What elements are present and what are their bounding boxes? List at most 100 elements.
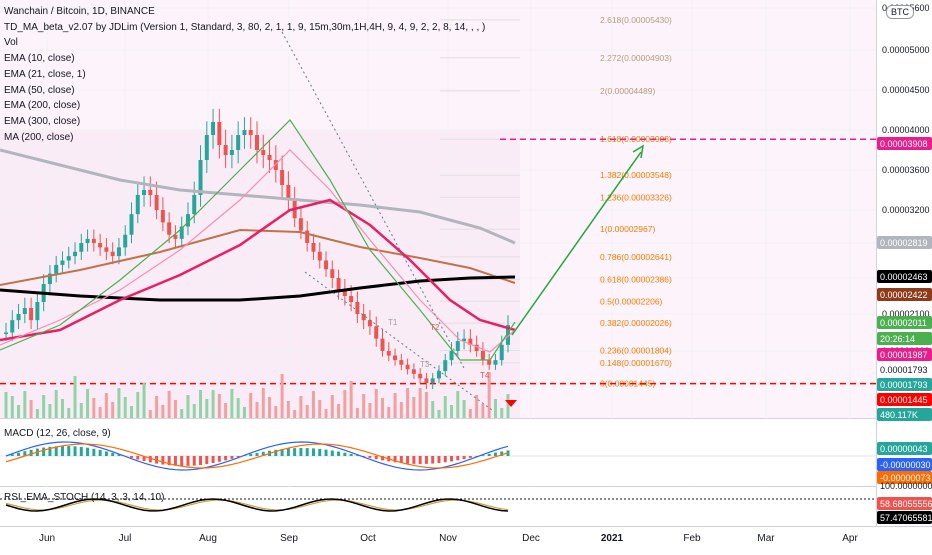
macd-histogram-bar [30,450,33,456]
volume-bar [412,397,415,418]
legend-symbol[interactable]: Wanchain / Bitcoin, 1D, BINANCE [4,4,485,20]
macd-histogram-bar [437,456,440,463]
macd-histogram-bar [180,456,183,466]
fib-label: 1(0.00002967) [600,224,655,234]
legend-td-ma[interactable]: TD_MA_beta_v2.07 by JDLim (Version 1, St… [4,20,485,36]
candle-body [443,360,447,371]
macd-histogram-bar [488,454,491,456]
main-legend: Wanchain / Bitcoin, 1D, BINANCE TD_MA_be… [4,4,485,145]
price-label: 480.117K [877,408,932,421]
price-label: 0.00001793 [877,378,932,391]
macd-histogram-bar [205,456,208,464]
candle-body [481,351,485,360]
volume-bar [249,393,252,418]
macd-histogram-bar [444,456,447,462]
volume-bar [199,390,202,418]
currency-badge[interactable]: BTC [886,5,914,19]
stoch-legend[interactable]: RSI_EMA_STOCH (14, 3, 3, 14, 10) [4,492,164,503]
svg-text:58.68055556: 58.68055556 [880,499,932,509]
fib-label: 0.148(0.00001670) [600,358,672,368]
candle-body [280,170,284,185]
candle-body [268,155,272,160]
x-tick-label: Dec [522,533,540,544]
stoch-tick-label: 100.00000000 [880,481,932,491]
macd-price-label: -0.00000030 [877,458,932,471]
volume-bar [168,391,171,418]
volume-bar [481,404,484,418]
y-tick-label: 0.00003200 [882,205,930,215]
x-tick-label: Aug [199,533,217,544]
x-tick-label: Jun [39,533,55,544]
candle-body [54,265,58,274]
macd-histogram-bar [193,456,196,466]
candle-body [136,195,140,214]
legend-ema10[interactable]: EMA (10, close) [4,51,485,67]
x-tick-label: Sep [280,533,298,544]
macd-histogram-bar [306,448,309,456]
candle-body [73,252,77,256]
legend-ema300[interactable]: EMA (300, close) [4,114,485,130]
price-label: 0.00002463 [877,270,932,283]
macd-histogram-bar [325,450,328,456]
candle-body [324,261,328,270]
fib-label: 2.272(0.00004903) [600,53,672,63]
candle-body [17,314,21,320]
volume-bar [243,407,246,418]
candle-body [337,278,341,290]
macd-histogram-bar [318,449,321,456]
candle-body [487,360,491,365]
volume-bar [325,409,328,418]
legend-ma200[interactable]: MA (200, close) [4,130,485,146]
volume-bar [268,397,271,418]
macd-histogram-bar [368,456,371,458]
legend-ema21[interactable]: EMA (21, close, 1) [4,67,485,83]
volume-bar [42,395,45,418]
candle-body [330,269,334,278]
candle-body [167,222,171,234]
volume-bar [212,390,215,418]
volume-bar [375,389,378,418]
volume-bar [331,395,334,418]
volume-bar [507,394,510,418]
legend-vol[interactable]: Vol [4,35,485,51]
price-label: 20:26:14 [877,332,932,345]
candle-body [500,345,504,360]
volume-bar [17,405,20,418]
legend-ema200[interactable]: EMA (200, close) [4,98,485,114]
volume-bar [337,404,340,418]
macd-histogram-bar [293,448,296,456]
macd-legend[interactable]: MACD (12, 26, close, 9) [4,428,111,439]
volume-bar [143,383,146,418]
macd-histogram-bar [105,451,108,456]
volume-bar [55,390,58,418]
pane-divider-1 [0,418,876,419]
candle-body [142,190,146,195]
volume-bar [99,407,102,418]
volume-bar [174,400,177,418]
volume-bar [124,397,127,418]
macd-histogram-bar [161,456,164,465]
volume-bar [92,398,95,418]
candle-body [35,302,39,320]
legend-ema50[interactable]: EMA (50, close) [4,83,485,99]
candle-body [192,195,196,214]
x-tick-label: Apr [842,533,858,544]
candle-body [79,243,83,252]
candle-body [123,235,127,248]
candle-body [104,247,108,251]
volume-bar [293,410,296,418]
macd-histogram-bar [186,456,189,466]
macd-histogram-bar [287,448,290,456]
candle-body [311,243,315,252]
volume-bar [450,405,453,418]
volume-bar [463,400,466,418]
candle-body [399,360,403,365]
stoch-price-label: 57.47065581 [877,511,932,524]
candle-body [130,214,134,235]
candle-body [431,378,435,383]
macd-histogram-bar [256,453,259,456]
volume-bar [381,398,384,418]
macd-histogram-bar [312,448,315,456]
macd-histogram-bar [199,456,202,465]
volume-bar [299,396,302,418]
